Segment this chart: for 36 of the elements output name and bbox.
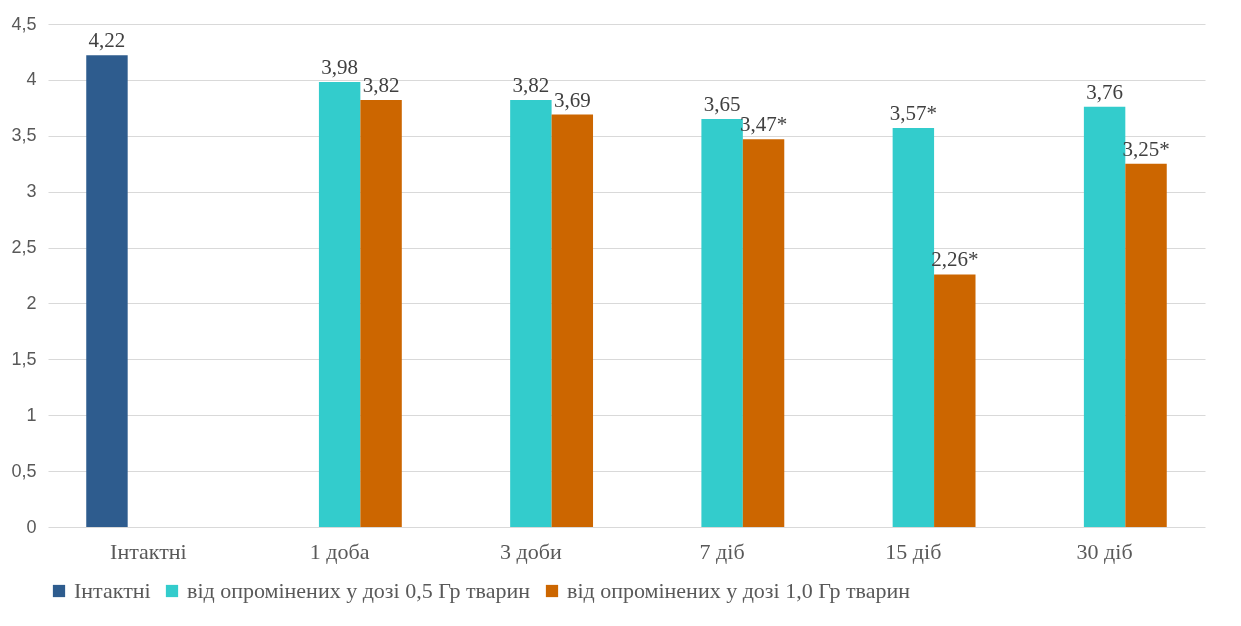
legend-label: Інтактні xyxy=(74,578,151,603)
x-tick-label: 15 діб xyxy=(885,538,942,564)
y-tick-label: 0,5 xyxy=(11,460,37,481)
bar xyxy=(1125,163,1167,527)
x-tick-label: Інтактні xyxy=(110,538,187,564)
bar xyxy=(934,274,976,527)
y-tick-label: 2,5 xyxy=(11,237,37,258)
data-label: 3,69 xyxy=(553,87,591,112)
y-tick-label: 2 xyxy=(26,292,37,313)
legend-label: від опромінених у дозі 1,0 Гр тварин xyxy=(567,578,911,603)
y-tick-label: 1,5 xyxy=(11,348,37,369)
bar xyxy=(86,55,128,527)
y-tick-label: 4 xyxy=(26,69,37,90)
bar xyxy=(742,139,785,527)
data-label: 3,98 xyxy=(321,55,359,80)
y-tick-label: 0 xyxy=(26,516,37,537)
bar xyxy=(551,114,594,527)
x-tick-label: 7 діб xyxy=(699,538,745,564)
bar xyxy=(318,82,361,527)
data-label: 3,76 xyxy=(1086,79,1123,104)
legend-label: від опромінених у дозі 0,5 Гр тварин xyxy=(187,578,531,603)
bar xyxy=(510,100,552,527)
data-label: 3,82 xyxy=(362,73,400,98)
x-tick-label: 1 доба xyxy=(309,538,370,564)
y-tick-label: 4,5 xyxy=(11,13,37,34)
y-tick-label: 3,5 xyxy=(11,125,37,146)
data-label: 3,57* xyxy=(889,100,937,125)
bar xyxy=(701,119,743,527)
x-tick-label: 3 доби xyxy=(500,538,562,564)
y-tick-label: 3 xyxy=(26,181,37,202)
y-tick-label: 1 xyxy=(26,404,37,425)
x-tick-label: 30 діб xyxy=(1076,538,1133,564)
bar xyxy=(360,100,402,527)
data-label: 3,65 xyxy=(703,92,741,117)
data-label: 4,22 xyxy=(88,28,126,53)
data-label: 3,82 xyxy=(512,73,550,98)
